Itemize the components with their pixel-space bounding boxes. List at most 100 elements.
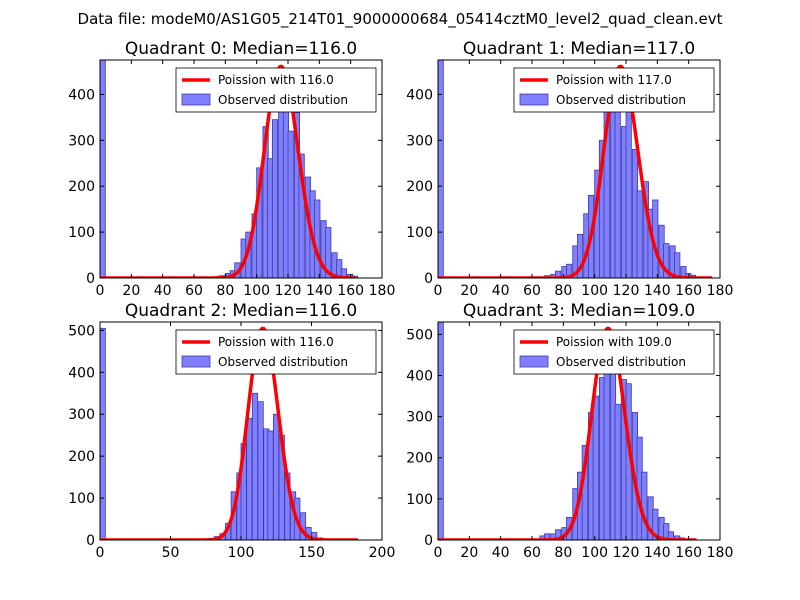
- quadrant-1-plot-area: [438, 60, 713, 278]
- histogram-bar: [271, 119, 279, 278]
- x-tick-label: 180: [707, 283, 734, 299]
- legend-bar-label: Observed distribution: [218, 93, 348, 107]
- quadrant-0-axes-frame: [99, 59, 383, 279]
- y-tick-label: 500: [406, 327, 433, 343]
- histogram-bar: [641, 471, 648, 540]
- x-tick-label: 100: [228, 545, 255, 561]
- y-tick-label: 400: [406, 87, 433, 103]
- y-tick-label: 300: [406, 410, 433, 426]
- y-tick-label: 300: [68, 407, 95, 423]
- legend-bar-swatch: [519, 93, 549, 106]
- x-tick-label: 80: [216, 283, 234, 299]
- histogram-bar: [251, 392, 259, 540]
- histogram-bar: [603, 358, 610, 540]
- x-tick-label: 80: [554, 283, 572, 299]
- histogram-bar: [267, 430, 274, 540]
- y-tick-label: 300: [68, 133, 95, 149]
- y-tick-label: 200: [68, 179, 95, 195]
- poisson-curve: [438, 326, 697, 540]
- quadrant-3-legend: Poission with 109.0 Observed distribution: [513, 329, 715, 375]
- y-tick-label: 200: [68, 449, 95, 465]
- x-tick-label: 200: [369, 545, 396, 561]
- x-tick-label: 80: [554, 545, 572, 561]
- x-tick-label: 140: [644, 545, 671, 561]
- x-tick-label: 150: [298, 545, 325, 561]
- poisson-curve: [100, 326, 359, 540]
- histogram-bar: [273, 413, 280, 540]
- x-tick-label: 40: [154, 283, 172, 299]
- y-tick-label: 100: [406, 492, 433, 508]
- x-tick-label: 20: [122, 283, 140, 299]
- x-tick-label: 20: [460, 283, 478, 299]
- quadrant-3-panel: Quadrant 3: Median=109.00 20 40 60 80 100 120 1…: [406, 301, 733, 561]
- legend-bar-label: Observed distribution: [218, 355, 348, 369]
- quadrant-3-axes-frame: [437, 321, 721, 541]
- quadrant-3-plot-area: [438, 322, 697, 540]
- histogram-bar: [636, 190, 643, 278]
- histogram-bar: [325, 227, 332, 278]
- quadrant-3-title: Quadrant 3: Median=109.0: [463, 301, 695, 321]
- x-tick-label: 40: [492, 545, 510, 561]
- legend-curve-label: Poission with 116.0: [218, 335, 334, 349]
- x-tick-label: 0: [96, 545, 105, 561]
- legend-bar-label: Observed distribution: [556, 355, 686, 369]
- x-tick-label: 180: [707, 545, 734, 561]
- x-tick-label: 160: [675, 545, 702, 561]
- figure-suptitle: Data file: modeM0/AS1G05_214T01_90000006…: [78, 10, 723, 29]
- legend-bar-swatch: [181, 355, 211, 368]
- quadrant-1-axes-frame: [437, 59, 721, 279]
- histogram-bar: [100, 327, 106, 540]
- y-tick-label: 500: [68, 323, 95, 339]
- legend-bar-swatch: [181, 93, 211, 106]
- x-tick-label: 120: [613, 545, 640, 561]
- legend-curve-label: Poission with 117.0: [556, 73, 672, 87]
- histogram-bar: [663, 243, 670, 278]
- histogram-bar: [298, 153, 305, 278]
- x-tick-label: 160: [675, 283, 702, 299]
- x-tick-label: 120: [613, 283, 640, 299]
- quadrant-1-title: Quadrant 1: Median=117.0: [463, 39, 695, 59]
- y-tick-label: 100: [68, 491, 95, 507]
- x-tick-label: 40: [492, 283, 510, 299]
- x-tick-label: 100: [243, 283, 270, 299]
- histogram-bar: [287, 130, 294, 278]
- quadrant-2-panel: Quadrant 2: Median=116.0 0 50 100 150 200 0 100…: [68, 301, 395, 561]
- quadrant-2-title: Quadrant 2: Median=116.0: [125, 301, 357, 321]
- y-tick-label: 0: [424, 271, 433, 287]
- histogram-bar: [100, 60, 106, 278]
- quadrant-2-legend: Poission with 116.0 Observed distribution: [175, 329, 377, 375]
- y-tick-label: 0: [424, 533, 433, 549]
- x-tick-label: 140: [644, 283, 671, 299]
- x-tick-label: 100: [581, 283, 608, 299]
- histogram-bar: [438, 60, 444, 278]
- quadrant-1-panel: Quadrant 1: Median=117.00 20 40 60 80 100 120 1…: [406, 39, 733, 299]
- histogram-bar: [592, 395, 599, 540]
- y-tick-label: 100: [68, 225, 95, 241]
- y-tick-label: 0: [86, 271, 95, 287]
- x-tick-label: 60: [185, 283, 203, 299]
- histogram-bar: [256, 167, 263, 278]
- x-tick-label: 100: [581, 545, 608, 561]
- histogram-bar: [614, 403, 621, 540]
- x-tick-label: 120: [275, 283, 302, 299]
- legend-curve-label: Poission with 116.0: [218, 73, 334, 87]
- legend-bar-swatch: [519, 355, 549, 368]
- y-tick-label: 400: [68, 87, 95, 103]
- x-tick-label: 0: [434, 283, 443, 299]
- histogram-bar: [438, 322, 444, 540]
- y-tick-label: 400: [68, 365, 95, 381]
- y-tick-label: 100: [406, 225, 433, 241]
- quadrant-2-plot-area: [100, 326, 359, 540]
- x-tick-label: 0: [96, 283, 105, 299]
- x-tick-label: 60: [523, 545, 541, 561]
- histogram-bar: [674, 252, 681, 278]
- x-tick-label: 140: [306, 283, 333, 299]
- histogram-bar: [246, 418, 253, 540]
- y-tick-label: 400: [406, 368, 433, 384]
- poisson-curve: [438, 64, 713, 278]
- y-tick-label: 300: [406, 133, 433, 149]
- histogram-bar: [257, 401, 264, 540]
- histogram-bar: [544, 533, 551, 540]
- x-tick-label: 50: [162, 545, 180, 561]
